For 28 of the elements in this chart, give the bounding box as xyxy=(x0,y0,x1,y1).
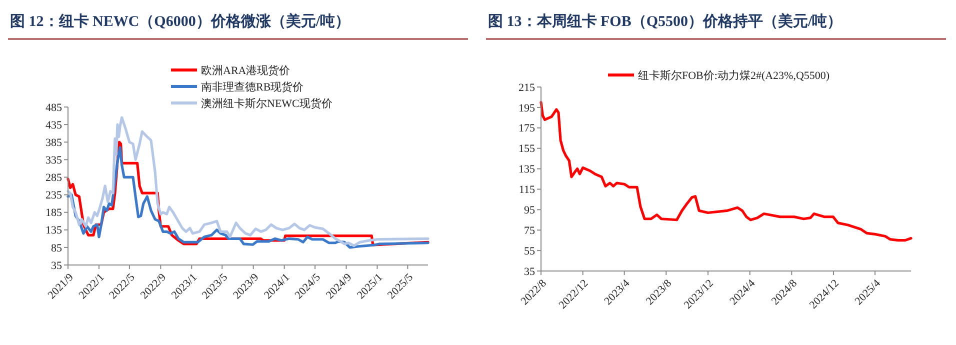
legend-label: 南非理查德RB现货价 xyxy=(201,80,304,94)
chart-title: 图 12：纽卡 NEWC（Q6000）价格微涨（美元/吨） xyxy=(10,12,350,30)
y-tick-label: 435 xyxy=(46,119,62,132)
y-tick-label: 175 xyxy=(518,122,536,135)
y-tick-label: 185 xyxy=(46,207,62,220)
y-tick-label: 35 xyxy=(524,266,536,278)
y-tick-label: 195 xyxy=(518,102,536,114)
y-tick-label: 155 xyxy=(518,143,536,156)
y-tick-label: 95 xyxy=(524,204,536,217)
y-tick-label: 55 xyxy=(524,245,536,258)
y-tick-label: 75 xyxy=(524,224,536,237)
chart-title: 图 13：本周纽卡 FOB（Q5500）价格持平（美元/吨） xyxy=(488,12,842,30)
y-tick-label: 135 xyxy=(518,164,536,176)
legend-label: 澳洲纽卡斯尔NEWC现货价 xyxy=(201,96,332,110)
line-series xyxy=(540,101,912,242)
y-tick-label: 35 xyxy=(51,260,62,272)
y-tick-label: 115 xyxy=(518,184,536,196)
y-tick-label: 215 xyxy=(518,82,536,94)
y-tick-label: 485 xyxy=(46,102,62,114)
line-series xyxy=(66,116,430,247)
legend-label: 纽卡斯尔FOB价:动力煤2#(A23%,Q5500) xyxy=(638,68,830,82)
y-tick-label: 385 xyxy=(46,136,62,149)
y-tick-label: 85 xyxy=(51,242,62,254)
y-tick-label: 135 xyxy=(46,224,62,237)
y-tick-label: 335 xyxy=(46,154,62,167)
y-tick-label: 235 xyxy=(46,190,62,202)
legend-label: 欧洲ARA港现货价 xyxy=(201,64,290,77)
y-tick-label: 285 xyxy=(46,172,62,184)
